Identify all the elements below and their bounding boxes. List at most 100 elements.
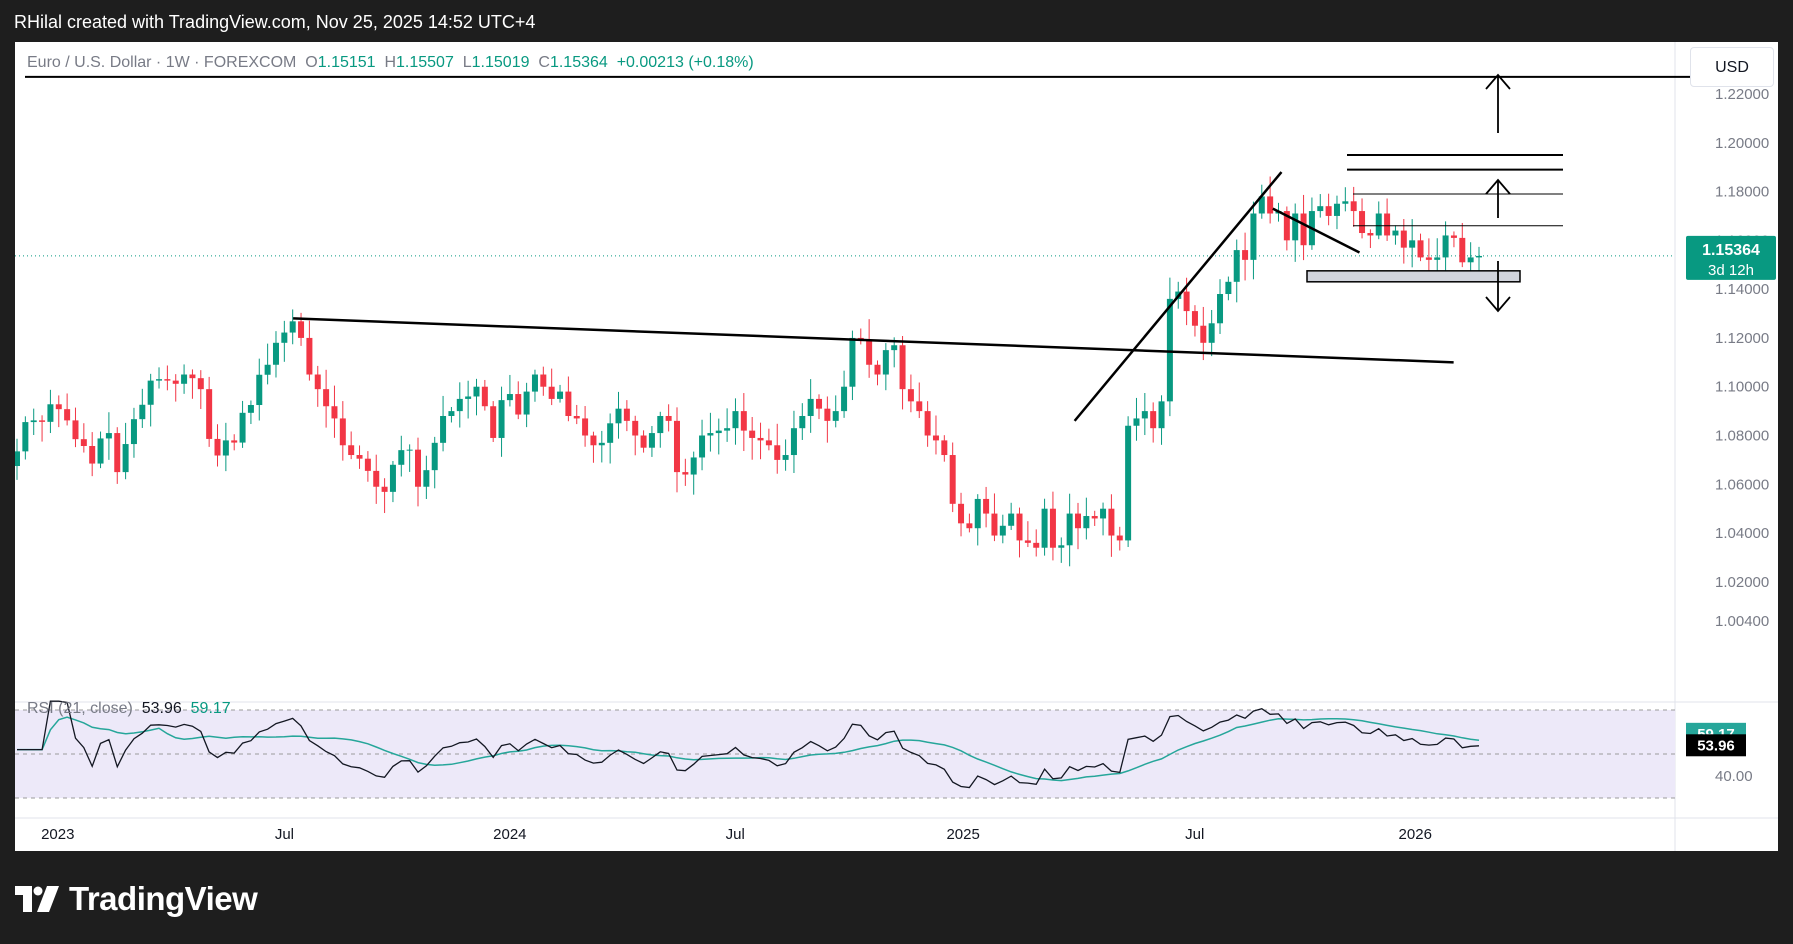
tradingview-logo[interactable]: TradingView	[15, 879, 258, 919]
candle-body	[1217, 294, 1224, 324]
candle-body	[841, 386, 848, 412]
candle-body	[740, 411, 747, 431]
price-badge	[1686, 235, 1776, 280]
low-value: 1.15019	[471, 54, 530, 71]
trendline	[293, 317, 1454, 364]
price-tick-label: 1.18000	[1715, 184, 1769, 201]
candle-body	[891, 345, 898, 351]
candle-body	[682, 472, 689, 475]
price-badge-countdown: 3d 12h	[1708, 262, 1754, 279]
price-tick-label: 1.08000	[1715, 428, 1769, 445]
rsi-legend-value: 53.96	[141, 700, 182, 717]
candle-body	[1359, 211, 1366, 234]
candle-body	[749, 430, 756, 438]
candle-body	[15, 451, 20, 467]
candle-body	[264, 364, 271, 375]
price-tick-label: 1.04000	[1715, 525, 1769, 542]
candle-body	[1083, 516, 1090, 529]
candle-body	[1183, 291, 1190, 312]
candle-body	[916, 401, 923, 412]
candle-body	[1242, 250, 1249, 260]
candle-body	[1058, 545, 1065, 548]
candle-body	[1375, 213, 1382, 236]
price-tick-label: 1.14000	[1715, 281, 1769, 298]
candle-body	[256, 374, 263, 406]
candle-body	[724, 428, 731, 431]
candle-body	[1300, 213, 1307, 246]
price-chart[interactable]: 1.220001.200001.180001.160001.140001.120…	[15, 42, 1778, 851]
high-value: 1.15507	[396, 54, 454, 71]
candle-body	[866, 340, 873, 365]
candle-body	[373, 470, 380, 487]
candle-body	[398, 450, 405, 465]
candle-body	[356, 455, 363, 459]
candle-body	[1150, 411, 1157, 429]
candle-body	[1116, 535, 1123, 541]
candle-body	[732, 411, 739, 429]
candle-body	[949, 455, 956, 504]
candle-body	[331, 406, 338, 419]
candle-body	[557, 391, 564, 399]
candle-body	[1125, 425, 1132, 541]
candle-body	[1367, 233, 1374, 236]
rsi-legend-ma: 59.17	[190, 700, 231, 717]
candle-body	[64, 409, 71, 421]
candle-body	[548, 386, 555, 399]
candle-body	[490, 406, 497, 438]
candle-body	[289, 321, 296, 333]
price-tick-label: 1.02000	[1715, 574, 1769, 591]
candle-body	[1016, 513, 1023, 541]
candle-body	[1342, 201, 1349, 204]
candle-body	[1350, 201, 1357, 212]
candle-body	[640, 435, 647, 448]
candle-body	[1133, 418, 1140, 426]
candle-body	[1400, 230, 1407, 248]
target-arrow-up-near-head	[1485, 178, 1511, 195]
candle-body	[832, 411, 839, 421]
candle-body	[456, 398, 463, 412]
trendline	[1272, 207, 1361, 254]
candle-body	[239, 412, 246, 443]
candle-body	[598, 442, 605, 446]
candle-body	[448, 411, 455, 416]
candle-body	[47, 404, 54, 422]
rsi-value-badge-value: 53.96	[1697, 737, 1735, 754]
candle-body	[306, 337, 313, 375]
currency-button[interactable]: USD	[1690, 47, 1774, 87]
time-tick-label: 2025	[946, 826, 979, 843]
candle-body	[523, 391, 530, 415]
price-tick-label: 1.10000	[1715, 379, 1769, 396]
candle-body	[715, 430, 722, 434]
candle-body	[72, 420, 79, 440]
candle-body	[172, 380, 179, 384]
candle-body	[515, 394, 522, 415]
candle-body	[298, 321, 305, 338]
rsi-legend: RSI (21, close) 53.96 59.17	[27, 700, 231, 718]
candle-body	[974, 498, 981, 529]
candle-body	[1033, 542, 1040, 548]
candle-body	[156, 379, 163, 381]
candle-body	[323, 389, 330, 407]
candle-body	[314, 374, 321, 390]
candle-body	[1467, 257, 1474, 263]
candle-body	[222, 440, 229, 456]
candle-body	[440, 415, 447, 443]
candle-body	[506, 394, 513, 401]
candle-body	[1292, 213, 1299, 241]
candle-body	[573, 415, 580, 419]
candle-body	[339, 418, 346, 446]
target-arrow-up-head	[1485, 73, 1511, 90]
chart-panel: 1.220001.200001.180001.160001.140001.120…	[15, 42, 1778, 851]
candle-body	[80, 439, 87, 446]
rsi-ma-line	[17, 716, 1480, 782]
candle-body	[1283, 211, 1290, 241]
candle-body	[1450, 235, 1457, 238]
candle-body	[1166, 298, 1173, 402]
price-tick-label: 1.06000	[1715, 476, 1769, 493]
candle-body	[807, 398, 814, 416]
change-value: +0.00213 (+0.18%)	[616, 54, 754, 71]
candle-body	[1066, 513, 1073, 546]
candle-body	[983, 498, 990, 514]
candle-body	[1267, 196, 1274, 214]
time-tick-label: 2023	[41, 826, 74, 843]
